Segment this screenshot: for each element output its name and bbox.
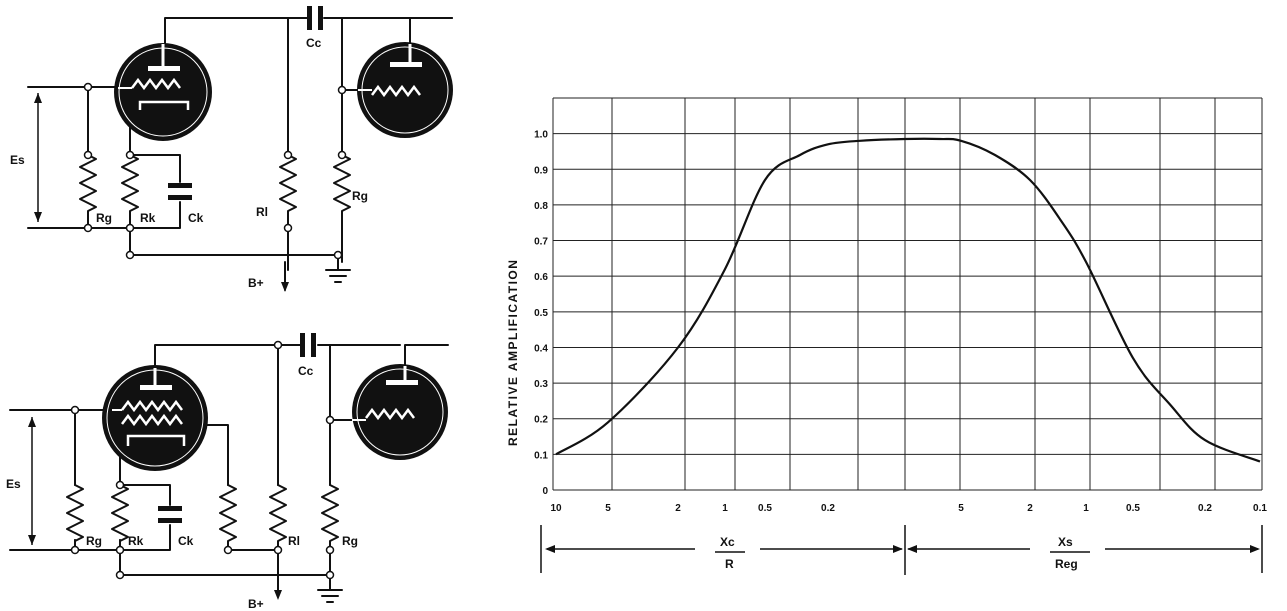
capacitor-ck-b	[158, 506, 182, 523]
label-rg-in-top: Rg	[96, 211, 112, 225]
x-tick-label: 5	[605, 503, 611, 514]
amplification-chart: 0 0.1 0.2 0.3 0.4 0.5 0.6 0.7 0.8 0.9 1.0 10 5 2 1 0.5…	[506, 97, 1267, 575]
vacuum-tube-triode-2	[357, 42, 453, 138]
label-rl-bottom: Rl	[288, 534, 300, 548]
capacitor-ck	[168, 183, 192, 200]
y-tick-label: 0	[542, 486, 548, 497]
resistor-rl	[279, 154, 297, 229]
label-rl-top: Rl	[256, 205, 268, 219]
y-tick-label: 0.2	[534, 415, 548, 426]
label-rg-out-bottom: Rg	[342, 534, 358, 548]
resistor-rg-out	[333, 154, 351, 229]
y-axis-label: RELATIVE AMPLIFICATION	[506, 259, 520, 446]
x-tick-label: 1	[722, 503, 728, 514]
x-tick-label: 0.1	[1253, 503, 1267, 514]
vacuum-tube-pentode	[102, 365, 208, 471]
x-tick-label: 0.2	[1198, 503, 1212, 514]
resistor-rg-in-b	[66, 484, 84, 542]
resistor-rl-b	[269, 484, 287, 551]
y-tick-label: 0.5	[534, 308, 548, 319]
label-es-top: Es	[10, 153, 25, 167]
label-es-bottom: Es	[6, 477, 21, 491]
reg-label: Reg	[1055, 557, 1078, 571]
label-rk-top: Rk	[140, 211, 156, 225]
y-tick-label: 0.4	[534, 343, 548, 354]
amplification-curve	[555, 137, 1261, 463]
resistor-rk-b	[111, 484, 129, 542]
label-cc-bottom: Cc	[298, 364, 314, 378]
y-tick-label: 0.3	[534, 379, 548, 390]
vacuum-tube-triode-3	[352, 364, 448, 460]
label-ck-top: Ck	[188, 211, 204, 225]
y-tick-label: 0.6	[534, 272, 548, 283]
label-rg-out-top: Rg	[352, 189, 368, 203]
label-rg-in-bottom: Rg	[86, 534, 102, 548]
resistor-rg-in	[79, 154, 97, 213]
xc-label: Xc	[720, 535, 735, 549]
r-label: R	[725, 557, 734, 571]
x-tick-label: 5	[958, 503, 964, 514]
chart-y-ticks: 0 0.1 0.2 0.3 0.4 0.5 0.6 0.7 0.8 0.9 1.0	[534, 130, 548, 497]
x-tick-label: 0.5	[1126, 503, 1140, 514]
capacitor-cc-b	[300, 333, 316, 357]
vacuum-tube-triode-1	[114, 43, 212, 141]
y-tick-label: 1.0	[534, 130, 548, 141]
label-bplus-top: B+	[248, 276, 264, 290]
label-ck-bottom: Ck	[178, 534, 194, 548]
circuit-bottom: Es Rg Rk Ck Rl Rg Cc B+	[6, 333, 449, 611]
x-tick-label: 1	[1083, 503, 1089, 514]
y-tick-label: 0.7	[534, 237, 548, 248]
y-tick-label: 0.8	[534, 201, 548, 212]
circuit-top: Es Rg Rk Ck Rl Rg Cc B+	[10, 6, 453, 292]
resistor-rk	[121, 154, 139, 213]
capacitor-cc	[307, 6, 323, 30]
label-bplus-bottom: B+	[248, 597, 264, 611]
resistor-rg-out-b	[321, 484, 339, 551]
y-tick-label: 0.1	[534, 450, 548, 461]
label-cc-top: Cc	[306, 36, 322, 50]
x-tick-label: 2	[1027, 503, 1033, 514]
x-tick-label: 0.5	[758, 503, 772, 514]
chart-x-ticks: 10 5 2 1 0.5 0.2 5 2 1 0.5 0.2 0.1	[550, 503, 1267, 514]
x-tick-label: 10	[550, 503, 562, 514]
range-indicators	[540, 525, 1263, 575]
resistor-screen-b	[219, 484, 237, 551]
y-tick-label: 0.9	[534, 165, 548, 176]
chart-grid	[552, 97, 1263, 491]
xs-label: Xs	[1058, 535, 1073, 549]
x-tick-label: 2	[675, 503, 681, 514]
x-tick-label: 0.2	[821, 503, 835, 514]
label-rk-bottom: Rk	[128, 534, 144, 548]
